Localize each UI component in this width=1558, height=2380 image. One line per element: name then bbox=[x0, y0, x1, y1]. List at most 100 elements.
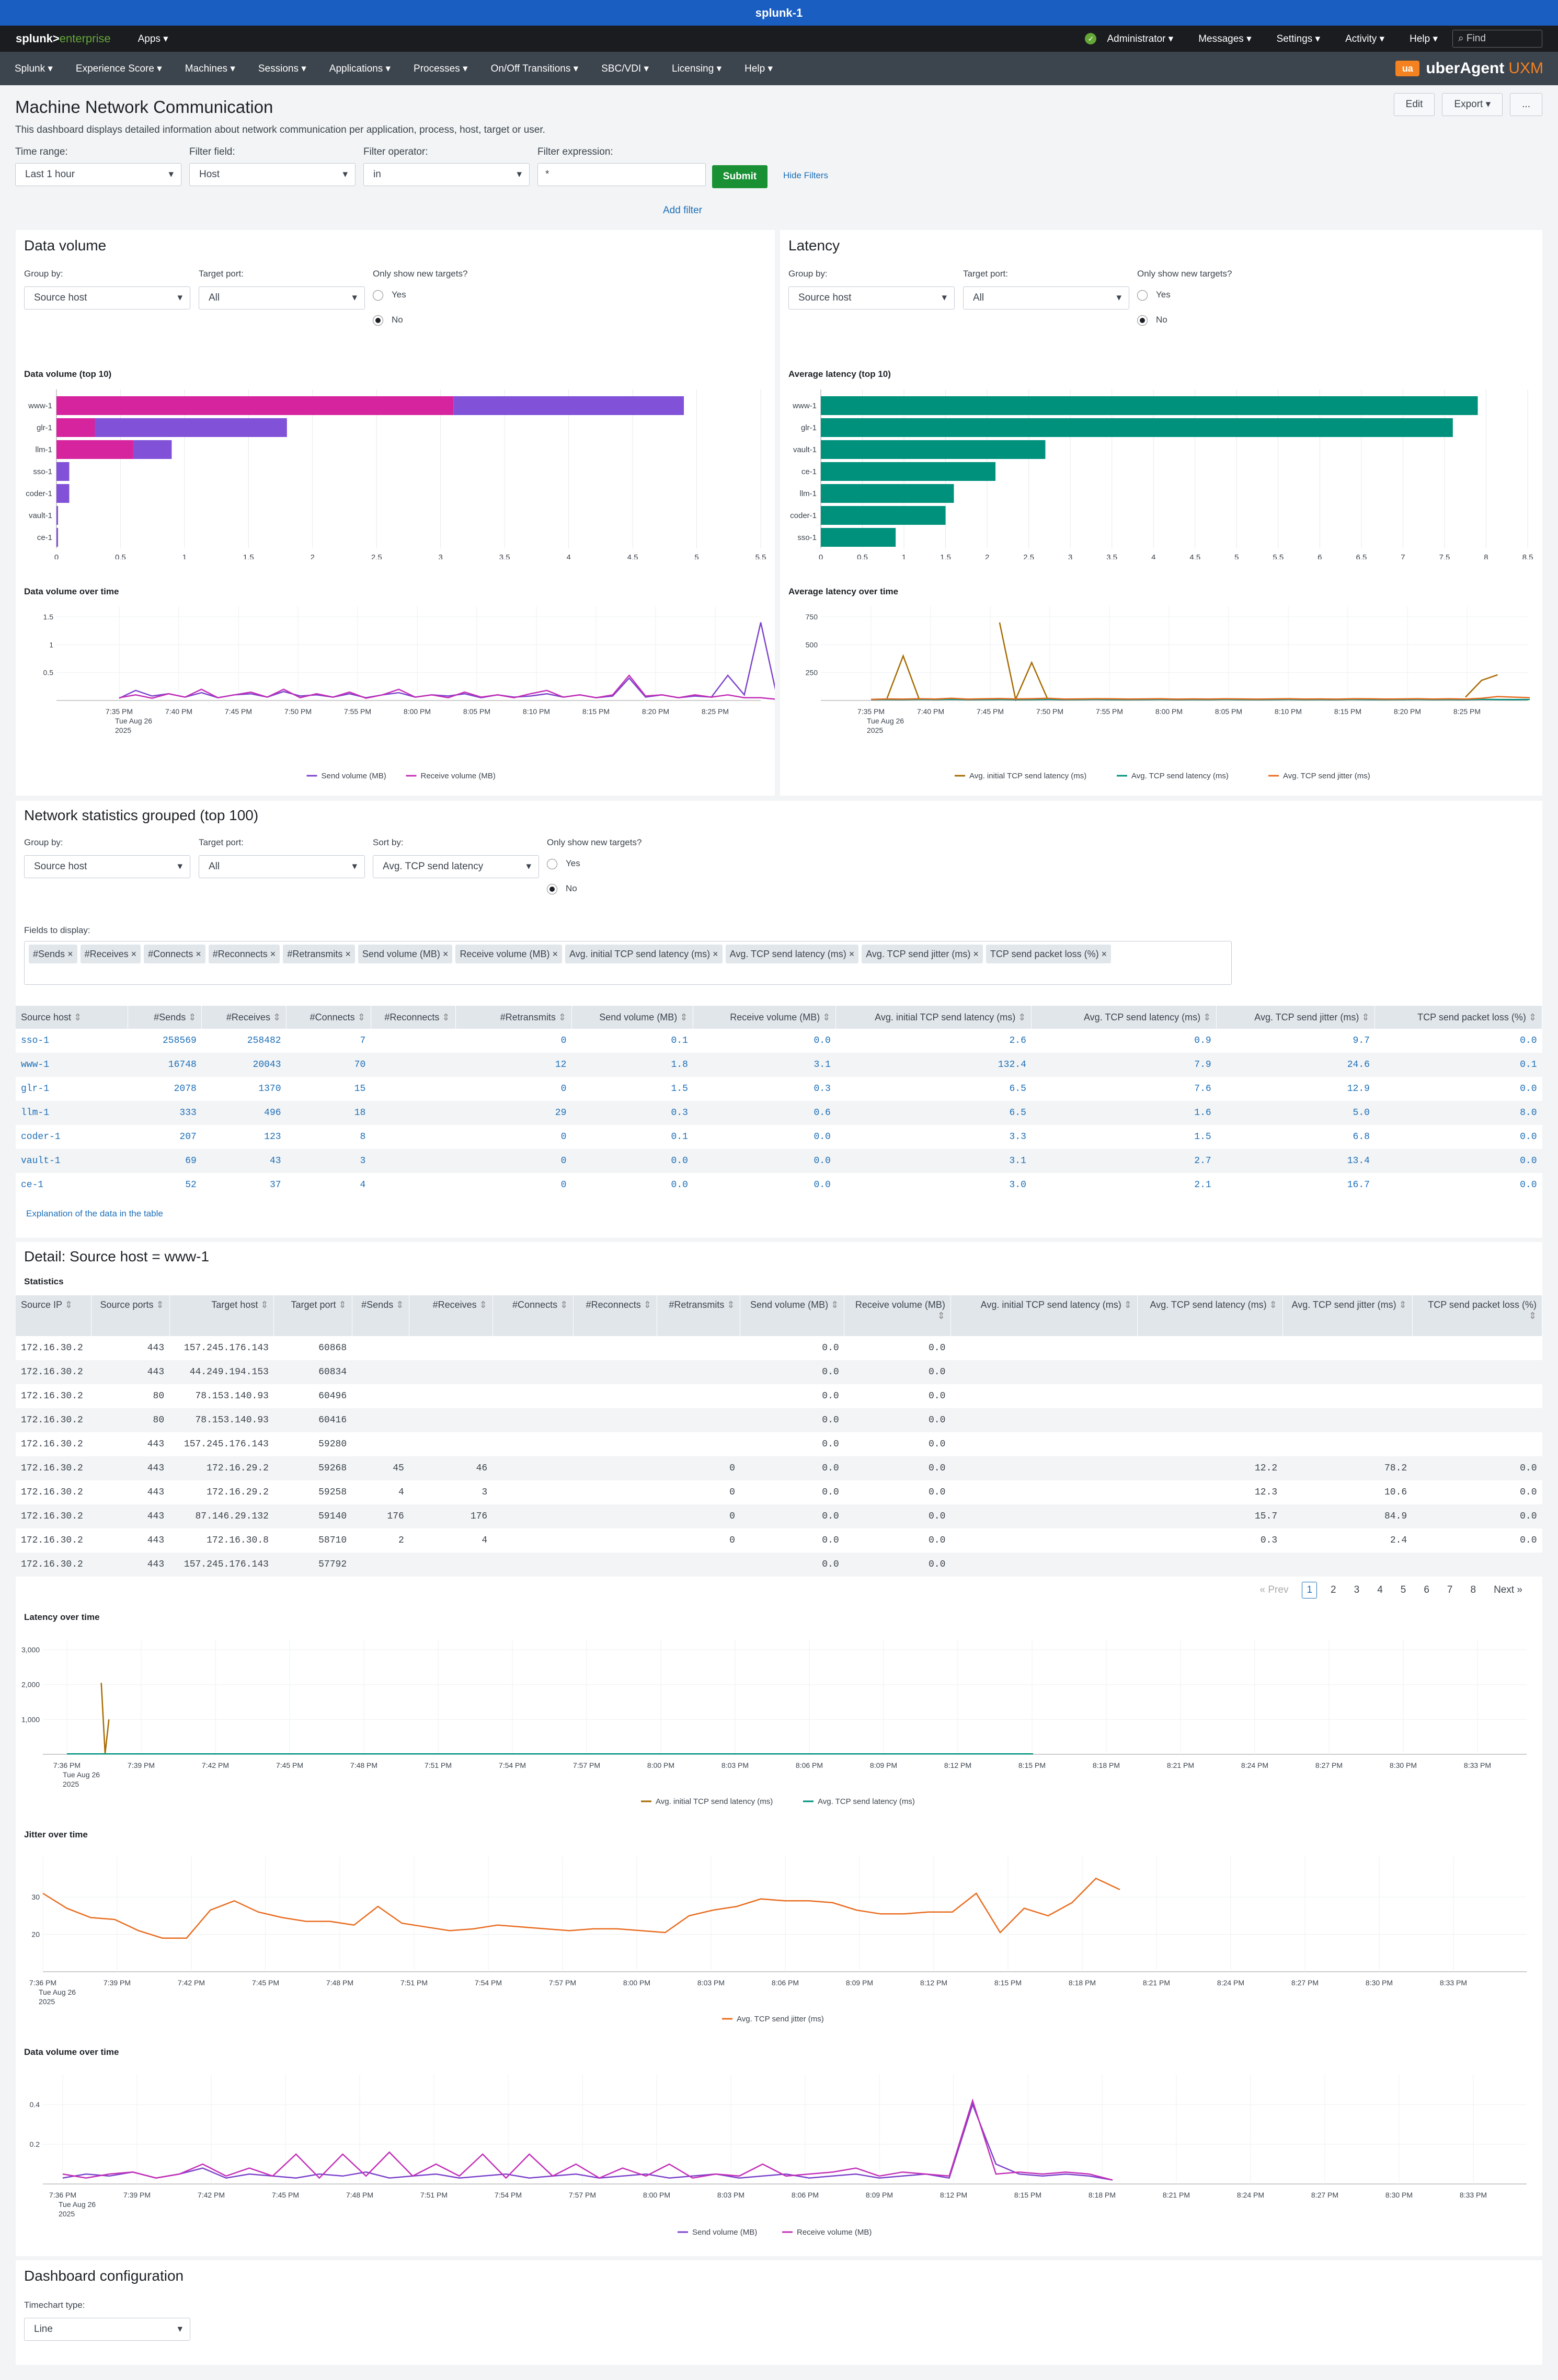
table-cell[interactable]: 12 bbox=[555, 1060, 567, 1070]
nav-processes[interactable]: Processes ▾ bbox=[414, 63, 468, 74]
remove-token-icon[interactable]: × bbox=[549, 949, 558, 959]
explanation-link[interactable]: Explanation of the data in the table bbox=[26, 1209, 163, 1218]
page-5-button[interactable]: 5 bbox=[1400, 1584, 1406, 1595]
table-row[interactable]: 172.16.30.2 443 87.146.29.132 59140 176 176 0 0… bbox=[16, 1504, 1542, 1528]
column-header[interactable]: #Retransmits ⇕ bbox=[657, 1295, 741, 1336]
column-header[interactable]: #Reconnects ⇕ bbox=[573, 1295, 657, 1336]
column-header[interactable]: #Connects ⇕ bbox=[492, 1295, 574, 1336]
dv-radio-yes[interactable]: Yes bbox=[373, 290, 406, 301]
column-header[interactable]: Receive volume (MB) ⇕ bbox=[844, 1295, 951, 1336]
table-cell[interactable]: 12.9 bbox=[1347, 1084, 1370, 1094]
field-token[interactable]: #Connects × bbox=[144, 945, 205, 963]
column-header[interactable]: Avg. initial TCP send latency (ms) ⇕ bbox=[835, 1006, 1032, 1029]
lat-target-port-select[interactable]: All bbox=[963, 286, 1129, 309]
column-header[interactable]: TCP send packet loss (%) ⇕ bbox=[1412, 1295, 1543, 1336]
table-cell[interactable]: 0.1 bbox=[671, 1036, 688, 1046]
administrator-menu[interactable]: Administrator ▾ bbox=[1107, 33, 1174, 44]
column-header[interactable]: Avg. TCP send latency (ms) ⇕ bbox=[1137, 1295, 1283, 1336]
table-cell[interactable]: 3.0 bbox=[1009, 1180, 1026, 1190]
dv-radio-no[interactable]: No bbox=[373, 315, 403, 326]
table-cell[interactable]: 5.0 bbox=[1353, 1108, 1370, 1118]
nav-machines[interactable]: Machines ▾ bbox=[185, 63, 235, 74]
column-header[interactable]: Source IP ⇕ bbox=[16, 1295, 92, 1336]
nav-experience-score[interactable]: Experience Score ▾ bbox=[75, 63, 162, 74]
remove-token-icon[interactable]: × bbox=[65, 949, 73, 959]
table-cell[interactable]: 0.3 bbox=[814, 1084, 831, 1094]
submit-button[interactable]: Submit bbox=[712, 165, 767, 188]
table-cell[interactable]: 20043 bbox=[253, 1060, 281, 1070]
export-button[interactable]: Export ▾ bbox=[1442, 93, 1503, 116]
table-cell[interactable]: 9.7 bbox=[1353, 1036, 1370, 1046]
table-cell[interactable]: 0.0 bbox=[1520, 1084, 1537, 1094]
remove-token-icon[interactable]: × bbox=[710, 949, 718, 959]
net-radio-yes[interactable]: Yes bbox=[547, 858, 580, 869]
column-header[interactable]: Send volume (MB) ⇕ bbox=[571, 1006, 694, 1029]
table-cell[interactable]: 0.0 bbox=[671, 1156, 688, 1166]
dv-target-port-select[interactable]: All bbox=[199, 286, 365, 309]
table-cell[interactable]: 0 bbox=[560, 1084, 567, 1094]
table-cell[interactable]: 0 bbox=[560, 1036, 567, 1046]
table-row[interactable]: ce-1 52 37 4 0 0.0 0.0 3.0 2.1 16.7 0.0 bbox=[16, 1173, 1542, 1197]
table-cell[interactable]: 0.1 bbox=[671, 1132, 688, 1142]
table-cell[interactable]: 2.6 bbox=[1009, 1036, 1026, 1046]
table-cell[interactable]: 1.8 bbox=[671, 1060, 688, 1070]
table-cell[interactable]: 132.4 bbox=[998, 1060, 1026, 1070]
remove-token-icon[interactable]: × bbox=[1098, 949, 1107, 959]
column-header[interactable]: Receive volume (MB) ⇕ bbox=[693, 1006, 837, 1029]
column-header[interactable]: #Receives ⇕ bbox=[201, 1006, 287, 1029]
table-cell[interactable]: 0.0 bbox=[814, 1036, 831, 1046]
splunk-logo[interactable]: splunk>enterprise bbox=[16, 32, 111, 45]
table-cell[interactable]: 0 bbox=[560, 1156, 567, 1166]
table-cell[interactable]: 3.3 bbox=[1009, 1132, 1026, 1142]
help-menu[interactable]: Help ▾ bbox=[1410, 33, 1438, 44]
column-header[interactable]: Source ports ⇕ bbox=[91, 1295, 170, 1336]
prev-page-button[interactable]: « Prev bbox=[1259, 1584, 1289, 1595]
column-header[interactable]: #Sends ⇕ bbox=[128, 1006, 202, 1029]
table-cell[interactable]: 29 bbox=[555, 1108, 567, 1118]
table-cell[interactable]: 8 bbox=[360, 1132, 366, 1142]
lat-radio-no[interactable]: No bbox=[1137, 315, 1167, 326]
table-cell[interactable]: 0 bbox=[560, 1180, 567, 1190]
field-token[interactable]: #Retransmits × bbox=[283, 945, 355, 963]
table-cell[interactable]: 13.4 bbox=[1347, 1156, 1370, 1166]
table-row[interactable]: sso-1 258569 258482 7 0 0.1 0.0 2.6 0.9 9.7 0.0 bbox=[16, 1029, 1542, 1053]
table-cell[interactable]: 52 bbox=[185, 1180, 197, 1190]
table-cell[interactable]: llm-1 bbox=[21, 1108, 50, 1118]
table-cell[interactable]: 0.0 bbox=[814, 1156, 831, 1166]
table-cell[interactable]: 0.0 bbox=[671, 1180, 688, 1190]
table-cell[interactable]: 1.5 bbox=[1194, 1132, 1211, 1142]
table-cell[interactable]: 0.0 bbox=[1520, 1180, 1537, 1190]
column-header[interactable]: #Retransmits ⇕ bbox=[455, 1006, 572, 1029]
lat-group-by-select[interactable]: Source host bbox=[788, 286, 955, 309]
table-cell[interactable]: 7 bbox=[360, 1036, 366, 1046]
column-header[interactable]: Source host ⇕ bbox=[16, 1006, 128, 1029]
column-header[interactable]: Avg. TCP send jitter (ms) ⇕ bbox=[1216, 1006, 1376, 1029]
table-cell[interactable]: 0.1 bbox=[1520, 1060, 1537, 1070]
table-row[interactable]: 172.16.30.2 443 44.249.194.153 60834 0.0 0.0 bbox=[16, 1360, 1542, 1384]
table-row[interactable]: 172.16.30.2 443 157.245.176.143 57792 0.0 0.0 bbox=[16, 1553, 1542, 1577]
net-radio-no[interactable]: No bbox=[547, 883, 577, 894]
table-cell[interactable]: 6.5 bbox=[1009, 1108, 1026, 1118]
table-cell[interactable]: vault-1 bbox=[21, 1156, 61, 1166]
filter-field-select[interactable]: Host bbox=[189, 163, 356, 186]
table-row[interactable]: 172.16.30.2 443 172.16.29.2 59268 45 46 0 0.0 0.… bbox=[16, 1456, 1542, 1480]
table-cell[interactable]: 43 bbox=[269, 1156, 281, 1166]
table-cell[interactable]: 496 bbox=[264, 1108, 281, 1118]
table-cell[interactable]: 123 bbox=[264, 1132, 281, 1142]
messages-menu[interactable]: Messages ▾ bbox=[1198, 33, 1252, 44]
table-cell[interactable]: 15 bbox=[354, 1084, 366, 1094]
table-row[interactable]: www-1 16748 20043 70 12 1.8 3.1 132.4 7.9 24.6 0.1 bbox=[16, 1053, 1542, 1077]
table-row[interactable]: vault-1 69 43 3 0 0.0 0.0 3.1 2.7 13.4 0.0 bbox=[16, 1149, 1542, 1173]
table-row[interactable]: 172.16.30.2 443 157.245.176.143 59280 0.0 0.0 bbox=[16, 1432, 1542, 1456]
filter-expression-input[interactable]: * bbox=[537, 163, 706, 186]
column-header[interactable]: #Receives ⇕ bbox=[409, 1295, 493, 1336]
column-header[interactable]: Avg. initial TCP send latency (ms) ⇕ bbox=[950, 1295, 1138, 1336]
table-cell[interactable]: glr-1 bbox=[21, 1084, 50, 1094]
table-cell[interactable]: 24.6 bbox=[1347, 1060, 1370, 1070]
net-target-port-select[interactable]: All bbox=[199, 855, 365, 878]
health-ok-icon[interactable]: ✓ bbox=[1085, 33, 1097, 44]
table-row[interactable]: llm-1 333 496 18 29 0.3 0.6 6.5 1.6 5.0 8.0 bbox=[16, 1101, 1542, 1125]
field-token[interactable]: Avg. initial TCP send latency (ms) × bbox=[565, 945, 723, 963]
page-6-button[interactable]: 6 bbox=[1424, 1584, 1429, 1595]
nav-licensing[interactable]: Licensing ▾ bbox=[672, 63, 722, 74]
